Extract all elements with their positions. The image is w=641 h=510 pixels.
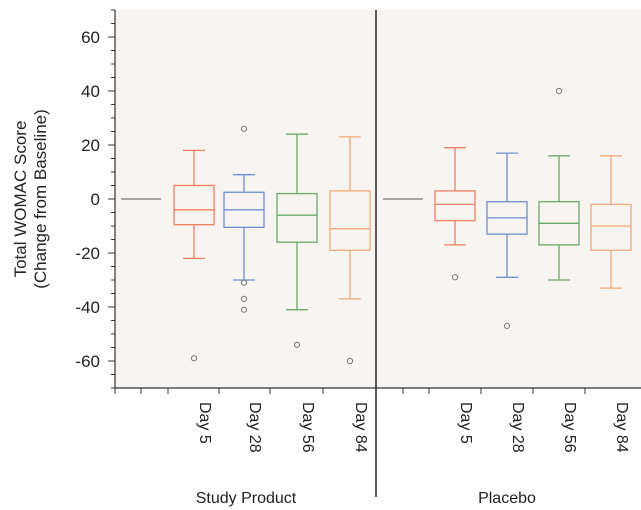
- outlier-point: [346, 357, 354, 365]
- outlier-point: [240, 306, 248, 313]
- group-label: Study Product: [196, 490, 297, 507]
- box-day-84: [329, 136, 371, 365]
- y-tick-label: -60: [75, 352, 100, 371]
- box-iqr: [329, 190, 371, 251]
- y-axis: 60 40 20 0 -20 -40 -60: [75, 9, 115, 389]
- x-category-label: Day 28: [509, 402, 526, 453]
- x-category-label: Day 56: [299, 402, 316, 453]
- y-tick-label: -40: [75, 298, 100, 317]
- outlier-point: [555, 87, 563, 95]
- x-category-label: Day 5: [457, 402, 474, 444]
- box-iqr: [590, 203, 632, 251]
- x-category-label: Day 84: [613, 402, 630, 453]
- y-tick-label: -20: [75, 244, 100, 263]
- y-axis-title-line2: (Change from Baseline): [31, 109, 50, 289]
- box-day-28: [223, 125, 265, 313]
- box-iqr: [434, 190, 476, 222]
- box-day-28: [486, 152, 528, 329]
- outlier-point: [451, 274, 459, 281]
- box-iqr: [173, 184, 215, 226]
- outlier-point: [240, 295, 248, 302]
- outlier-point: [503, 322, 511, 329]
- box-day-84: [590, 155, 632, 289]
- outlier-point: [190, 355, 198, 362]
- x-axis-labels: Day 5 Day 28 Day 56 Day 84 Study Product Day …: [114, 388, 630, 507]
- x-category-label: Day 84: [352, 402, 369, 453]
- box-iqr: [276, 192, 318, 243]
- y-tick-label: 20: [81, 136, 100, 155]
- outlier-point: [240, 279, 248, 286]
- x-category-label: Day 28: [246, 402, 263, 453]
- y-tick-label: 60: [81, 28, 100, 47]
- plot-marks: [121, 87, 632, 365]
- y-axis-title-line1: Total WOMAC Score: [11, 121, 30, 278]
- box-day-5: [173, 149, 215, 362]
- y-tick-label: 40: [81, 82, 100, 101]
- box-day-56: [538, 87, 580, 281]
- box-day-56: [276, 133, 318, 348]
- box-day-5: [434, 147, 476, 281]
- x-category-label: Day 56: [561, 402, 578, 453]
- outlier-point: [240, 125, 248, 132]
- y-tick-label: 0: [91, 190, 100, 209]
- outlier-point: [293, 341, 301, 348]
- x-category-label: Day 5: [196, 402, 213, 444]
- group-label: Placebo: [478, 490, 536, 507]
